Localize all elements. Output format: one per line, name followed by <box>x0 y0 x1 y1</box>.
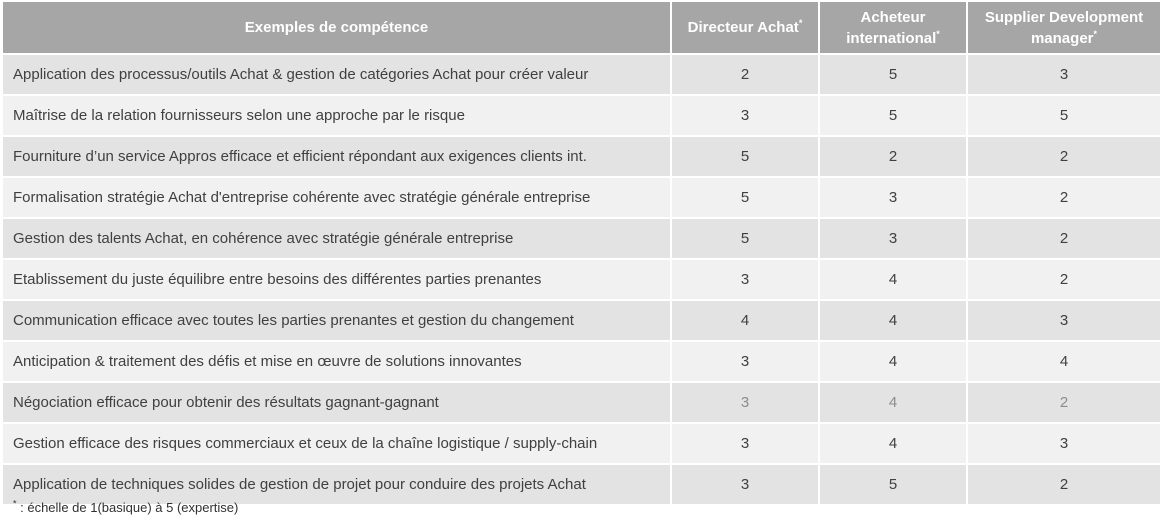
competence-label: Communication efficace avec toutes les p… <box>3 301 672 342</box>
table-row: Fourniture d’un service Appros efficace … <box>3 137 1160 178</box>
supplier-development-manager-value: 5 <box>968 96 1160 137</box>
supplier-development-manager-value: 2 <box>968 465 1160 506</box>
header-sdm-asterisk: * <box>1093 28 1098 39</box>
acheteur-international-value: 4 <box>820 383 968 424</box>
directeur-achat-value: 5 <box>672 137 820 178</box>
table-row: Anticipation & traitement des défis et m… <box>3 342 1160 383</box>
header-directeur-achat: Directeur Achat* <box>672 2 820 55</box>
competence-label: Application des processus/outils Achat &… <box>3 55 672 96</box>
competence-label: Maîtrise de la relation fournisseurs sel… <box>3 96 672 137</box>
table-row: Gestion efficace des risques commerciaux… <box>3 424 1160 465</box>
acheteur-international-value: 5 <box>820 465 968 506</box>
supplier-development-manager-value: 3 <box>968 301 1160 342</box>
acheteur-international-value: 3 <box>820 219 968 260</box>
header-acheteur-label-line2: international <box>846 29 937 47</box>
acheteur-international-value: 5 <box>820 55 968 96</box>
directeur-achat-value: 3 <box>672 424 820 465</box>
header-row: Exemples de compétence Directeur Achat* … <box>3 2 1160 55</box>
directeur-achat-value: 2 <box>672 55 820 96</box>
table-row: Communication efficace avec toutes les p… <box>3 301 1160 342</box>
acheteur-international-value: 5 <box>820 96 968 137</box>
supplier-development-manager-value: 2 <box>968 178 1160 219</box>
header-sdm-label-line1: Supplier Development <box>984 8 1144 26</box>
table-row: Formalisation stratégie Achat d'entrepri… <box>3 178 1160 219</box>
header-competence-label: Exemples de compétence <box>244 19 429 36</box>
supplier-development-manager-value: 2 <box>968 383 1160 424</box>
competence-label: Etablissement du juste équilibre entre b… <box>3 260 672 301</box>
header-acheteur-international: Acheteur international* <box>820 2 968 55</box>
header-directeur-achat-label: Directeur Achat <box>687 19 799 36</box>
acheteur-international-value: 4 <box>820 260 968 301</box>
table-row: Négociation efficace pour obtenir des ré… <box>3 383 1160 424</box>
directeur-achat-value: 5 <box>672 178 820 219</box>
directeur-achat-value: 5 <box>672 219 820 260</box>
supplier-development-manager-value: 2 <box>968 219 1160 260</box>
table-body: Application des processus/outils Achat &… <box>3 55 1160 506</box>
table-row: Application des processus/outils Achat &… <box>3 55 1160 96</box>
scale-footnote: * : échelle de 1(basique) à 5 (expertise… <box>13 498 239 515</box>
directeur-achat-value: 3 <box>672 260 820 301</box>
competence-label: Gestion des talents Achat, en cohérence … <box>3 219 672 260</box>
header-acheteur-label-line1: Acheteur <box>860 8 926 26</box>
table-row: Application de techniques solides de ges… <box>3 465 1160 506</box>
supplier-development-manager-value: 3 <box>968 424 1160 465</box>
footnote-text: : échelle de 1(basique) à 5 (expertise) <box>16 500 239 515</box>
supplier-development-manager-value: 2 <box>968 137 1160 178</box>
acheteur-international-value: 2 <box>820 137 968 178</box>
competence-label: Application de techniques solides de ges… <box>3 465 672 506</box>
table-row: Maîtrise de la relation fournisseurs sel… <box>3 96 1160 137</box>
header-supplier-development-manager: Supplier Development manager* <box>968 2 1160 55</box>
competence-label: Gestion efficace des risques commerciaux… <box>3 424 672 465</box>
table-row: Etablissement du juste équilibre entre b… <box>3 260 1160 301</box>
directeur-achat-value: 4 <box>672 301 820 342</box>
table-row: Gestion des talents Achat, en cohérence … <box>3 219 1160 260</box>
acheteur-international-value: 3 <box>820 178 968 219</box>
footnote-asterisk: * <box>13 498 17 509</box>
header-acheteur-asterisk: * <box>936 28 940 39</box>
competence-label: Formalisation stratégie Achat d'entrepri… <box>3 178 672 219</box>
acheteur-international-value: 4 <box>820 301 968 342</box>
competence-label: Négociation efficace pour obtenir des ré… <box>3 383 672 424</box>
supplier-development-manager-value: 4 <box>968 342 1160 383</box>
directeur-achat-value: 3 <box>672 383 820 424</box>
competence-label: Fourniture d’un service Appros efficace … <box>3 137 672 178</box>
table-header: Exemples de compétence Directeur Achat* … <box>3 2 1160 55</box>
header-directeur-achat-asterisk: * <box>798 18 803 28</box>
header-competence: Exemples de compétence <box>3 2 672 55</box>
competence-label: Anticipation & traitement des défis et m… <box>3 342 672 383</box>
directeur-achat-value: 3 <box>672 465 820 506</box>
header-sdm-label-line2: manager <box>1030 29 1094 47</box>
supplier-development-manager-value: 3 <box>968 55 1160 96</box>
competence-table: Exemples de compétence Directeur Achat* … <box>3 2 1160 506</box>
directeur-achat-value: 3 <box>672 96 820 137</box>
acheteur-international-value: 4 <box>820 424 968 465</box>
supplier-development-manager-value: 2 <box>968 260 1160 301</box>
acheteur-international-value: 4 <box>820 342 968 383</box>
directeur-achat-value: 3 <box>672 342 820 383</box>
